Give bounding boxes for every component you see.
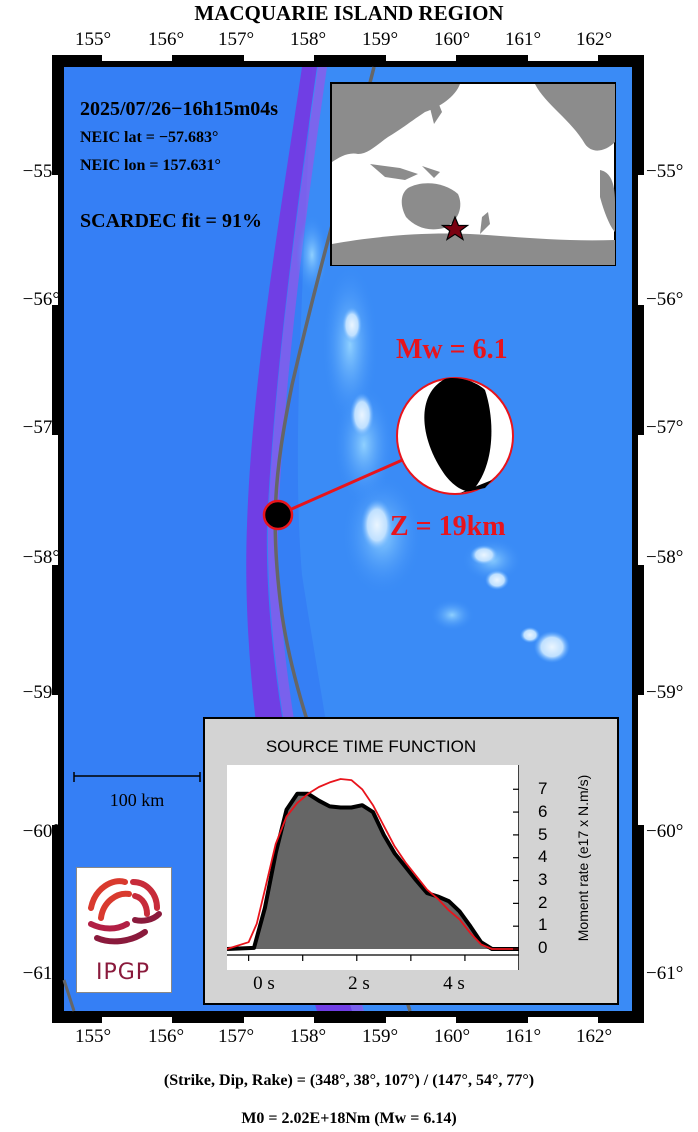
stf-x-tick: 4 s [443, 973, 465, 994]
lon-tick-label: 162° [575, 1026, 613, 1047]
scale-bar-label: 100 km [109, 790, 165, 810]
stf-area [227, 793, 519, 949]
lat-tick-label: −57° [646, 417, 684, 438]
event-longitude: NEIC lon = 157.631° [80, 157, 221, 174]
scale-bar [73, 772, 201, 782]
ipgp-logo-mark-icon [88, 878, 162, 945]
focal-mechanism-parameters: (Strike, Dip, Rake) = (348°, 38°, 107°) … [163, 1072, 535, 1089]
lon-tick-label: 159° [361, 29, 399, 50]
stf-x-tick: 2 s [348, 973, 370, 994]
event-datetime: 2025/07/26−16h15m04s [80, 98, 279, 120]
scardec-fit: SCARDEC fit = 91% [80, 210, 262, 232]
lon-tick-label: 159° [361, 1026, 399, 1047]
world-inset-map [330, 82, 616, 266]
lon-tick-label: 161° [504, 1026, 542, 1047]
lon-tick-label: 156° [147, 29, 185, 50]
lat-tick-label: −56° [646, 289, 684, 310]
lat-tick-label: −60° [22, 821, 60, 842]
stf-y-tick: 6 [538, 802, 548, 821]
lon-tick-label: 156° [147, 1026, 185, 1047]
beachball-icon [396, 377, 514, 495]
lon-tick-label: 162° [575, 29, 613, 50]
stf-y-axis-label: Moment rate (e17 x N.m/s) [575, 774, 591, 942]
lat-tick-label: −55° [646, 161, 684, 182]
depth-label: Z = 19km [390, 511, 506, 542]
epicenter-marker [262, 499, 294, 531]
lon-tick-label: 157° [217, 29, 255, 50]
lat-tick-label: −59° [646, 682, 684, 703]
lon-tick-label: 158° [289, 1026, 327, 1047]
stf-y-tick: 4 [538, 847, 548, 866]
lon-tick-label: 157° [217, 1026, 255, 1047]
lat-tick-label: −60° [646, 821, 684, 842]
stf-y-tick: 3 [538, 870, 548, 889]
lat-tick-label: −59° [22, 682, 60, 703]
lon-tick-label: 155° [74, 1026, 112, 1047]
focal-mechanism-overlay [262, 377, 514, 531]
stf-x-tick: 0 s [253, 973, 275, 994]
lat-tick-label: −57° [22, 417, 60, 438]
stf-y-tick: 5 [538, 825, 548, 844]
map-title: MACQUARIE ISLAND REGION [194, 1, 504, 25]
lon-tick-label: 158° [289, 29, 327, 50]
magnitude-label: Mw = 6.1 [396, 334, 508, 365]
ipgp-logo: IPGP [76, 867, 172, 993]
lon-tick-label: 160° [433, 29, 471, 50]
seismic-moment: M0 = 2.02E+18Nm (Mw = 6.14) [241, 1110, 457, 1127]
lat-tick-label: −58° [22, 547, 60, 568]
lat-tick-label: −61° [22, 963, 60, 984]
stf-y-tick: 1 [538, 915, 548, 934]
stf-y-tick: 7 [538, 779, 548, 798]
stf-y-tick: 0 [538, 938, 548, 957]
lat-tick-label: −61° [646, 963, 684, 984]
frame-ticks [52, 55, 644, 1023]
stf-chart [227, 765, 519, 970]
event-latitude: NEIC lat = −57.683° [80, 129, 219, 146]
stf-title: SOURCE TIME FUNCTION [265, 737, 477, 756]
epicenter-star-icon [440, 215, 470, 241]
lon-tick-label: 160° [433, 1026, 471, 1047]
stf-outline [227, 791, 519, 951]
lat-tick-label: −58° [646, 547, 684, 568]
lat-tick-label: −55° [22, 161, 60, 182]
lon-tick-label: 161° [504, 29, 542, 50]
stf-reference-line [227, 778, 519, 950]
stf-y-tick: 2 [538, 893, 548, 912]
ipgp-logo-text: IPGP [95, 960, 151, 985]
lon-tick-label: 155° [74, 29, 112, 50]
lat-tick-label: −56° [22, 289, 60, 310]
